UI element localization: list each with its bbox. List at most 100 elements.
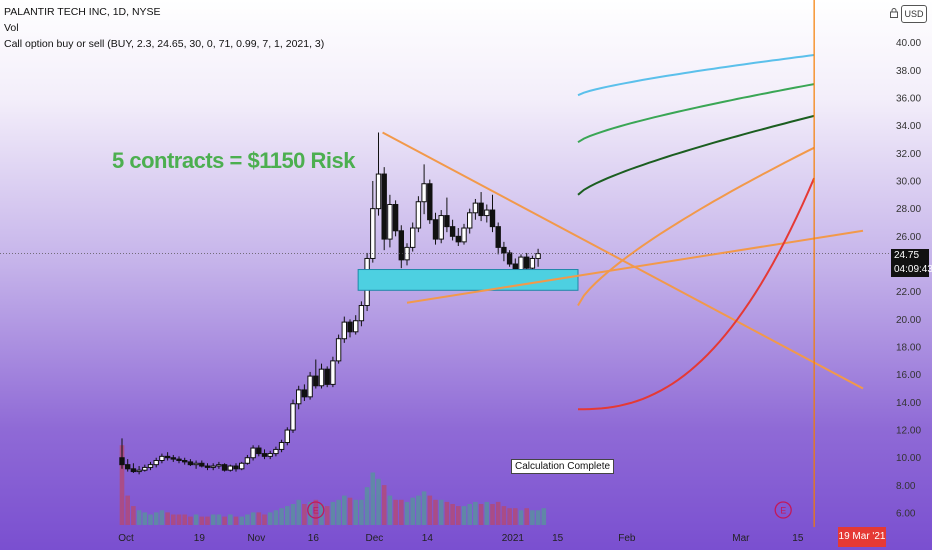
volume-bar [364,487,370,525]
volume-line[interactable]: Vol [4,22,19,34]
volume-bar [250,512,256,525]
price-axis-tick: 30.00 [896,176,921,187]
candle-body [472,202,479,214]
volume-bars [119,445,547,525]
volume-bar [233,516,239,525]
volume-bar [216,514,222,525]
candle-body [313,375,319,387]
candle-body [153,459,159,466]
candle-body [410,227,416,248]
candle-body [244,457,251,464]
price-axis-tick: 26.00 [896,232,921,243]
candle-body [193,462,199,466]
candle-body [461,227,467,243]
price-axis-tick: 32.00 [896,149,921,160]
volume-bar [399,499,404,525]
volume-bar [427,495,433,525]
volume-bar [222,516,227,525]
projection-band [577,54,815,97]
time-axis-tick: Mar [732,533,750,544]
candle-body [119,457,125,466]
volume-bar [245,514,250,525]
volume-bar [330,501,336,525]
candle-body [233,465,239,470]
chart-legend: PALANTIR TECH INC, 1D, NYSE Vol Call opt… [4,4,324,52]
status-label: Calculation Complete [511,459,615,474]
time-axis-tick: 2021 [502,533,525,544]
volume-bar [456,506,461,525]
volume-bar [125,495,130,525]
volume-bar [507,508,512,525]
volume-bar [484,501,490,525]
time-axis-tick: 19 [194,533,206,544]
candle-body [182,459,188,463]
candle-body [187,461,194,466]
volume-bar [159,510,165,525]
volume-bar [142,512,148,525]
volume-bar [393,499,398,525]
price-axis-tick: 18.00 [896,343,921,354]
price-axis-tick: 40.00 [896,38,921,49]
indicator-line[interactable]: Call option buy or sell (BUY, 2.3, 24.65… [4,38,325,50]
candle-body [455,235,462,243]
volume-bar [478,504,484,525]
volume-bar [285,506,290,525]
demand-zone [357,269,579,291]
candle-body [330,360,336,385]
candle-body [495,226,501,248]
price-axis[interactable]: 40.00 38.00 36.00 34.00 32.00 30.00 28.00 26.00… [896,38,921,519]
candle-body [370,208,376,259]
candle-body [335,338,342,362]
volume-bar [148,514,153,525]
candle-body [142,466,148,471]
candle-body [506,252,513,265]
candle-body [296,389,302,405]
earnings-marker-label: E [780,506,786,516]
volume-bar [176,514,182,525]
candle-body [250,447,256,459]
candle-body [267,453,273,457]
volume-bar [473,501,478,525]
risk-annotation[interactable]: 5 contracts = $1150 Risk [112,148,356,173]
time-axis-tick: Feb [618,533,636,544]
candle-body [512,263,518,271]
volume-bar [171,514,176,525]
candle-body [341,321,348,340]
lock-icon[interactable] [890,8,898,18]
projection-band [578,177,816,411]
last-price-tag: 24.75 [891,249,929,263]
candle-body [444,215,450,228]
volume-bar [444,501,450,525]
volume-bar [182,514,187,525]
time-axis-tick: Dec [366,533,384,544]
candle-body [415,201,422,229]
candle-body [467,212,473,229]
price-axis-tick: 12.00 [896,426,921,437]
candle-body [427,183,433,221]
volume-bar [210,514,216,525]
time-axis[interactable]: Oct 19 Nov 16 Dec 14 2021 15 Feb Mar 15 [118,533,804,544]
volume-bar [501,506,507,525]
time-axis-tick: 15 [792,533,804,544]
candle-body [387,203,393,240]
volume-bar [359,499,364,525]
price-axis-tick: 6.00 [896,509,916,520]
price-axis-tick: 16.00 [896,370,921,381]
earnings-marker-label: E [313,506,319,516]
candle-body [147,464,154,468]
candle-body [307,375,313,398]
volume-bar [530,510,535,525]
candle-body [136,469,142,473]
candle-body [284,429,291,444]
price-axis-tick: 20.00 [896,315,921,326]
candle-body [318,368,325,387]
volume-bar [416,495,421,525]
volume-bar [467,504,472,525]
volume-bar [193,514,199,525]
symbol-line[interactable]: PALANTIR TECH INC, 1D, NYSE [4,6,161,18]
candle-body [204,465,211,468]
currency-badge[interactable]: USD [901,5,927,23]
volume-bar [450,504,455,525]
